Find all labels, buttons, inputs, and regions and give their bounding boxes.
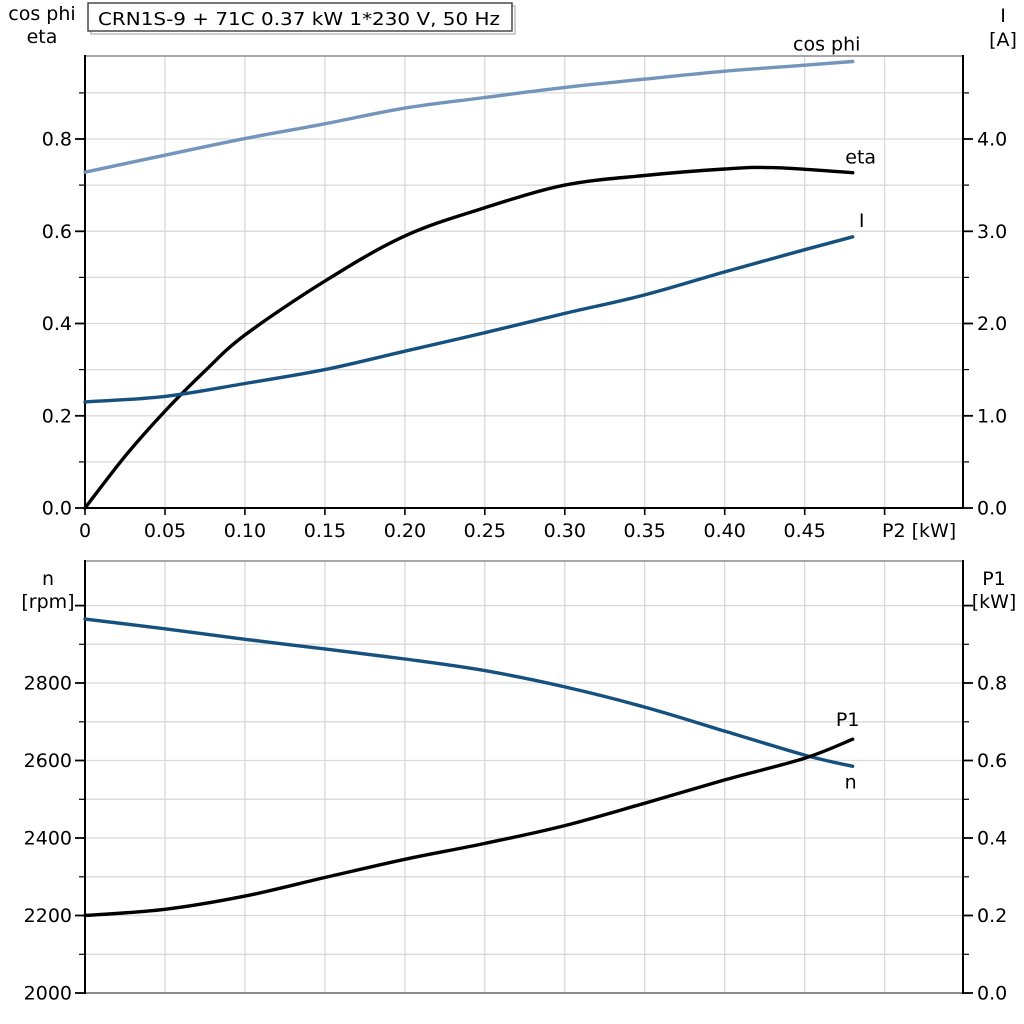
left-axis-tick-label: 0.0 — [42, 498, 72, 520]
cos-phi-curve — [83, 59, 855, 174]
i-curve-label: I — [859, 210, 865, 232]
chart-title-box: CRN1S-9 + 71C 0.37 kW 1*230 V, 50 Hz — [87, 2, 516, 35]
left-axis-tick-label: 0.2 — [42, 405, 72, 427]
p1-curve — [83, 737, 855, 918]
eta-curve-label: eta — [845, 147, 876, 169]
eta-curve — [83, 165, 855, 510]
right-axis-unit-label: [A] — [989, 29, 1017, 51]
x-axis-title: P2 [kW] — [882, 520, 956, 542]
left-axis-tick-label: 0.4 — [42, 313, 72, 335]
right-axis-tick-label: 2.0 — [977, 313, 1007, 335]
right-axis-tick-label: 1.0 — [977, 405, 1007, 427]
x-axis-tick-label: 0.25 — [464, 520, 506, 542]
left-axis-tick-label: 0.8 — [42, 129, 72, 151]
right-axis-tick-label: 0.6 — [977, 750, 1007, 772]
left-axis-unit-label: n — [42, 568, 54, 590]
x-axis-tick-label: 0.20 — [384, 520, 426, 542]
left-axis-tick-label: 2200 — [24, 905, 72, 927]
cos-phi-curve-label: cos phi — [793, 34, 860, 56]
left-axis-tick-label: 0.6 — [42, 221, 72, 243]
p1-curve-label: P1 — [836, 709, 860, 731]
right-axis-tick-label: 0.0 — [977, 983, 1007, 1005]
right-axis-tick-label: 0.2 — [977, 905, 1007, 927]
x-axis-tick-label: 0.15 — [304, 520, 346, 542]
left-axis-tick-label: 2400 — [24, 828, 72, 850]
left-axis-tick-label: 2600 — [24, 750, 72, 772]
left-axis-tick-label: 2000 — [24, 983, 72, 1005]
x-axis-tick-label: 0 — [79, 520, 91, 542]
right-axis-tick-label: 0.0 — [977, 498, 1007, 520]
left-axis-unit-label: [rpm] — [21, 591, 74, 613]
x-axis-tick-label: 0.35 — [624, 520, 666, 542]
x-axis-tick-label: 0.30 — [544, 520, 586, 542]
right-axis-unit-label: [kW] — [972, 591, 1017, 613]
x-axis-tick-label: 0.45 — [784, 520, 826, 542]
right-axis-tick-label: 4.0 — [977, 129, 1007, 151]
n-curve-label: n — [845, 771, 857, 793]
right-axis-unit-label: P1 — [982, 568, 1006, 590]
left-axis-unit-label: cos phi — [8, 3, 75, 25]
chart-title: CRN1S-9 + 71C 0.37 kW 1*230 V, 50 Hz — [98, 9, 500, 30]
right-axis-unit-label: I — [1000, 5, 1006, 27]
right-axis-tick-label: 0.8 — [977, 673, 1007, 695]
right-axis-tick-label: 0.4 — [977, 828, 1007, 850]
n-curve — [83, 617, 855, 768]
left-axis-unit-label: eta — [27, 26, 58, 48]
title-box — [87, 2, 513, 32]
upper-chart: 0.0 0.2 0.4 0.6 0.8 0.0 1.0 2.0 3.0 4.0 0 0.05 0.10 0… — [8, 3, 1017, 542]
i-curve — [83, 235, 855, 404]
lower-chart: 200022002400260028000.00.20.40.60.8nP1n[… — [21, 560, 1016, 1005]
x-axis-tick-label: 0.05 — [144, 520, 186, 542]
x-axis-tick-label: 0.40 — [704, 520, 746, 542]
x-axis-tick-label: 0.10 — [224, 520, 266, 542]
left-axis-tick-label: 2800 — [24, 673, 72, 695]
right-axis-tick-label: 3.0 — [977, 221, 1007, 243]
